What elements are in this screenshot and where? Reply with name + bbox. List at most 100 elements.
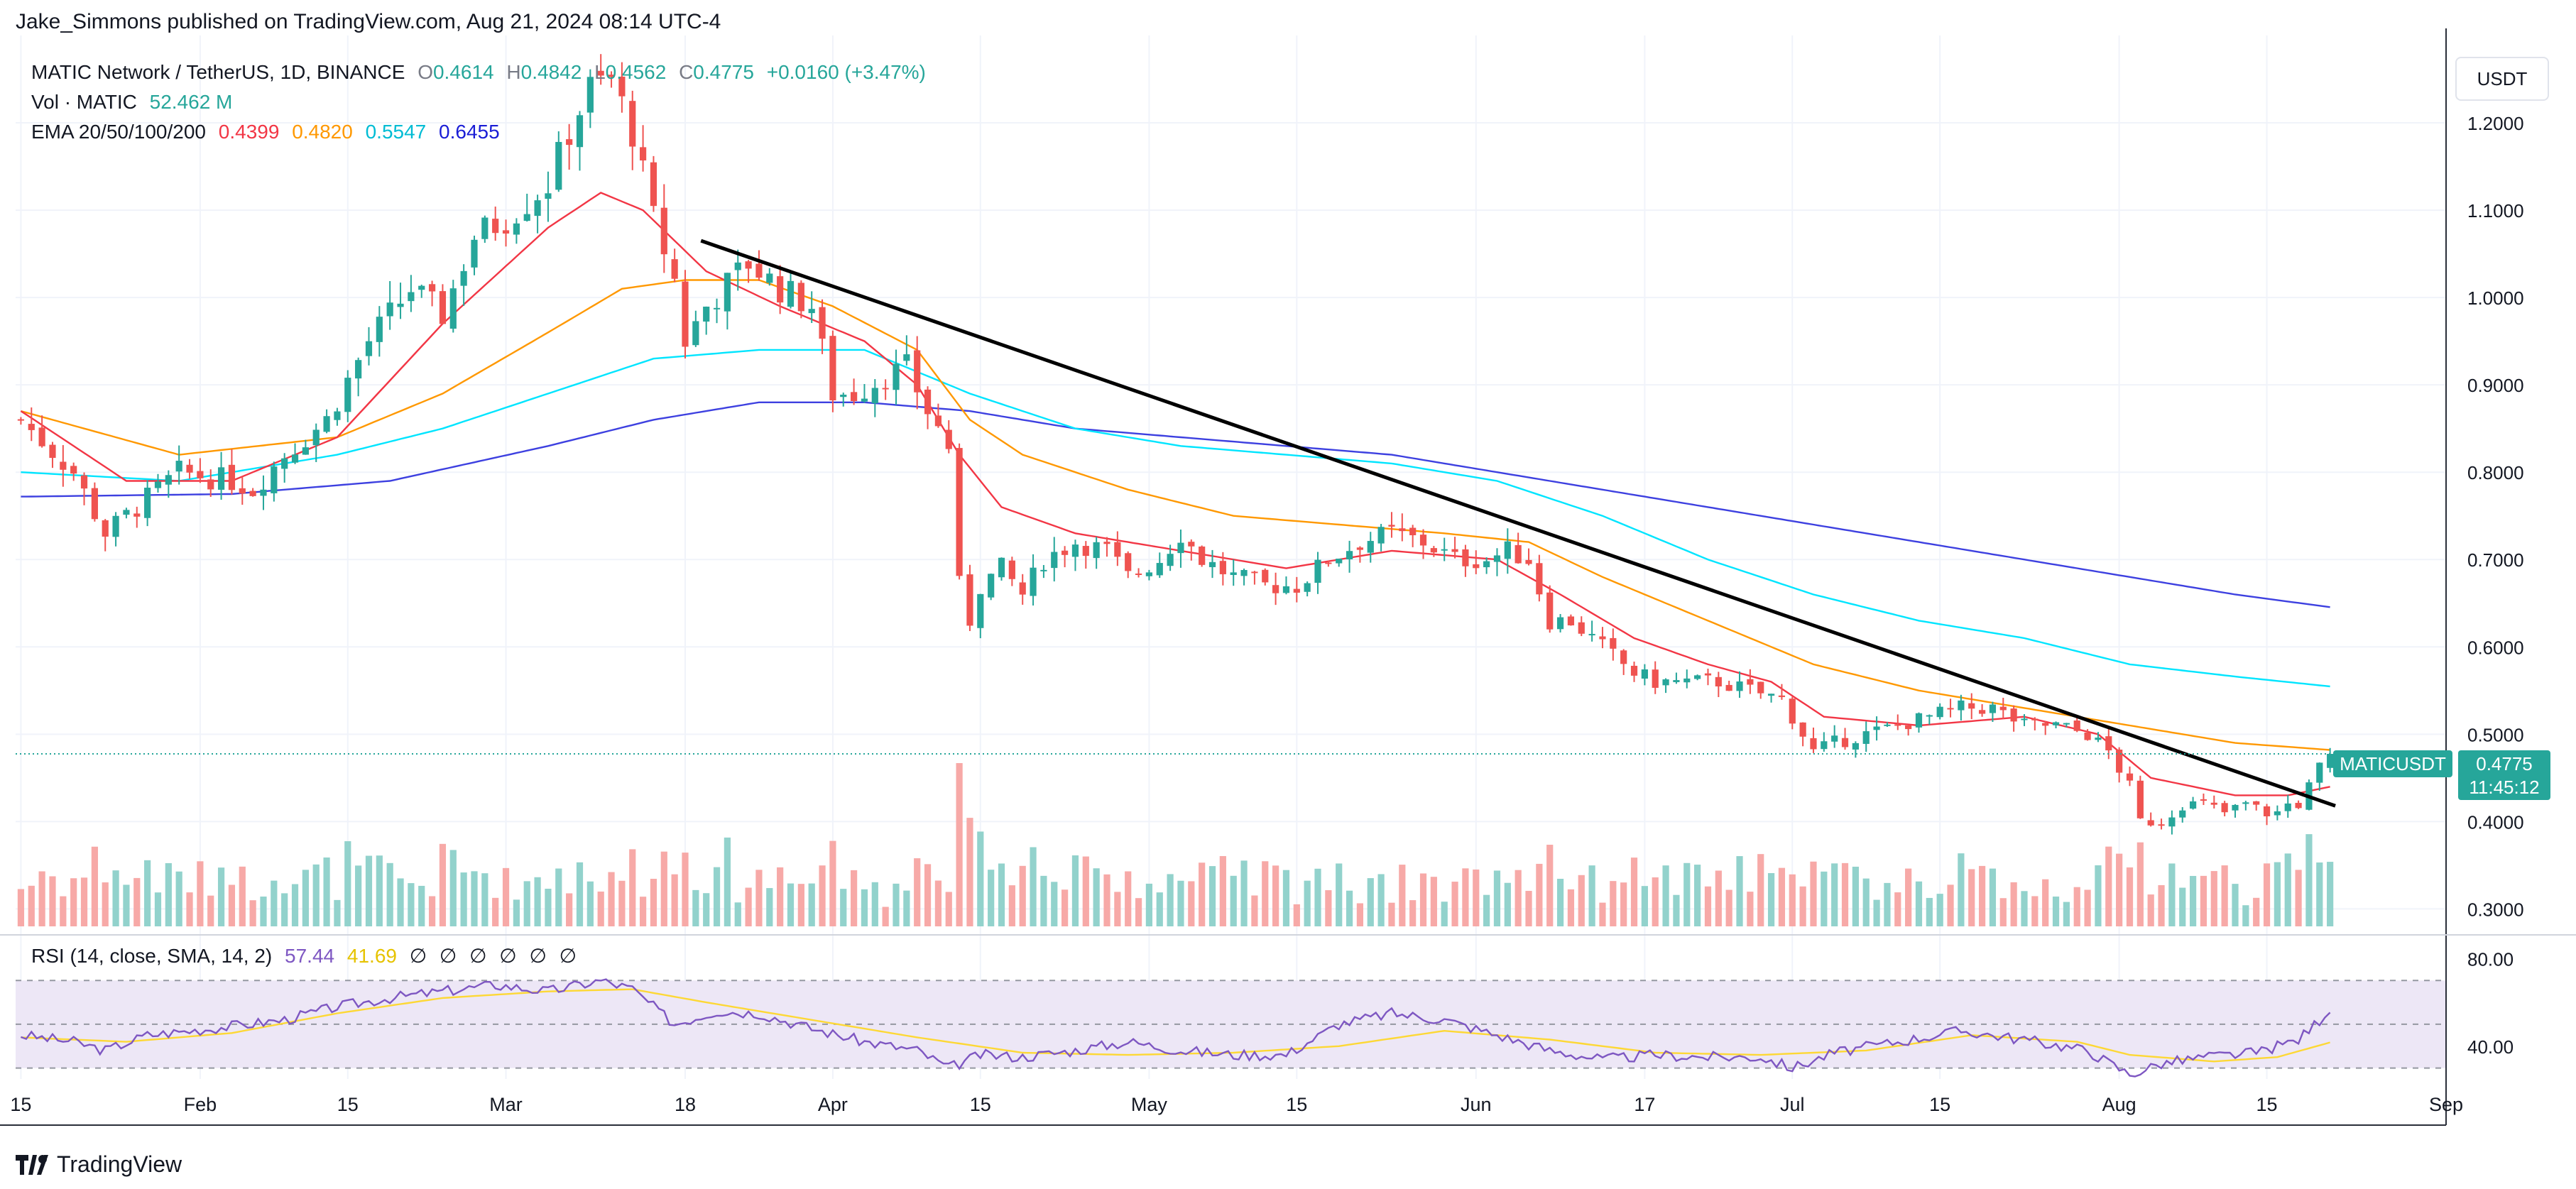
candle-58 [629, 101, 636, 147]
volume-bar-69 [745, 887, 752, 926]
volume-bar-192 [2042, 879, 2049, 926]
candle-91 [977, 593, 984, 628]
volume-bar-105 [1125, 871, 1132, 926]
volume-bar-16 [186, 892, 193, 926]
volume-bar-130 [1388, 902, 1395, 926]
candle-167 [1778, 695, 1786, 697]
volume-bar-102 [1093, 868, 1100, 926]
volume-bar-209 [2221, 865, 2228, 926]
candle-165 [1757, 681, 1764, 694]
price-tick-1.0000: 1.0000 [2467, 287, 2524, 309]
candle-73 [787, 280, 795, 307]
candle-97 [1040, 569, 1047, 571]
price-tick-0.3000: 0.3000 [2467, 899, 2524, 920]
candle-125 [1336, 559, 1343, 564]
volume-bar-126 [1346, 890, 1353, 926]
candle-213 [2263, 806, 2271, 816]
volume-bar-205 [2179, 887, 2186, 926]
candle-191 [2031, 718, 2039, 720]
candle-123 [1314, 559, 1321, 583]
candle-185 [1968, 703, 1975, 709]
candle-48 [523, 214, 530, 221]
volume-bar-71 [766, 888, 773, 926]
volume-bar-187 [1989, 868, 1997, 926]
volume-bar-159 [1694, 865, 1701, 926]
volume-bar-121 [1293, 904, 1300, 926]
volume-bar-154 [1641, 886, 1648, 926]
candle-87 [934, 415, 942, 427]
volume-bar-92 [988, 870, 995, 926]
volume-bar-19 [217, 867, 225, 926]
time-tick-Jul: Jul [1780, 1094, 1805, 1115]
candle-172 [1831, 735, 1838, 742]
volume-bar-88 [945, 892, 952, 926]
volume-bar-163 [1736, 856, 1743, 926]
volume-bar-11 [133, 877, 141, 926]
volume-bar-182 [1936, 894, 1943, 926]
volume-bar-59 [639, 897, 647, 926]
candle-106 [1135, 573, 1142, 575]
candle-39 [428, 284, 436, 292]
volume-bar-3 [49, 876, 56, 926]
volume-bar-214 [2274, 862, 2281, 926]
candle-184 [1958, 700, 1965, 711]
candle-8 [102, 520, 109, 537]
last-price-tag: 0.4775 11:45:12 [2458, 750, 2550, 800]
candle-72 [777, 276, 784, 303]
volume-bar-91 [977, 831, 984, 926]
candle-61 [660, 207, 667, 255]
candle-107 [1145, 572, 1153, 576]
volume-bar-115 [1230, 875, 1237, 926]
candle-52 [566, 139, 573, 146]
last-price-value: 0.4775 [2476, 753, 2533, 774]
volume-bar-134 [1430, 877, 1437, 926]
ema50-line [21, 279, 2330, 751]
candle-19 [217, 467, 225, 490]
candle-118 [1262, 569, 1269, 583]
volume-bar-177 [1884, 882, 1891, 926]
candle-62 [671, 259, 678, 279]
volume-bar-128 [1367, 878, 1374, 926]
candle-65 [703, 306, 710, 322]
volume-bar-21 [239, 866, 246, 926]
ema20-value: 0.4399 [218, 121, 280, 143]
volume-bar-181 [1926, 897, 1933, 926]
candle-54 [586, 77, 594, 113]
volume-bar-109 [1167, 874, 1174, 926]
candle-21 [239, 488, 246, 494]
ema20-line-group [20, 192, 2330, 796]
candle-105 [1125, 553, 1132, 571]
candle-4 [60, 461, 67, 470]
volume-bar-108 [1156, 892, 1163, 926]
candle-113 [1208, 561, 1216, 567]
candle-197 [2095, 738, 2102, 740]
candle-44 [481, 217, 489, 239]
candle-179 [1905, 725, 1912, 730]
candle-142 [1515, 544, 1522, 564]
tradingview-logo[interactable]: TradingView [16, 1151, 182, 1178]
rsi-empty-4: ∅ [499, 945, 517, 967]
candle-90 [966, 574, 973, 626]
volume-bar-103 [1103, 874, 1110, 926]
candle-82 [882, 388, 889, 390]
volume-bar-211 [2242, 905, 2249, 926]
volume-bar-197 [2095, 865, 2102, 926]
ema200-line-group [21, 401, 2330, 608]
volume-bar-60 [650, 878, 657, 926]
rsi-tick-40.00: 40.00 [2467, 1036, 2514, 1058]
candle-37 [408, 292, 415, 302]
volume-bar-156 [1662, 865, 1669, 926]
volume-bar-148 [1578, 875, 1585, 926]
price-tick-0.9000: 0.9000 [2467, 375, 2524, 396]
currency-button[interactable]: USDT [2455, 57, 2549, 101]
volume-bar-136 [1451, 882, 1458, 926]
candle-212 [2253, 801, 2260, 805]
trendline-group [16, 239, 2446, 808]
time-tick-15: 15 [1929, 1094, 1950, 1115]
volume-bar-85 [914, 858, 921, 926]
rsi-empty-2: ∅ [439, 945, 457, 967]
volume-bar-70 [755, 870, 763, 926]
volume-bar-110 [1177, 880, 1184, 926]
volume-bar-66 [713, 867, 721, 926]
